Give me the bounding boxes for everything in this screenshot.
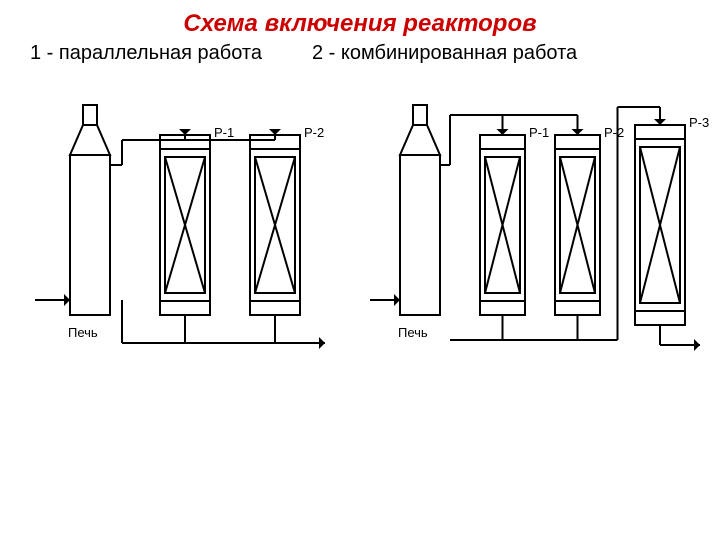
diagrams-area: Печь Р-1 Р-2 Печь Р-1 Р-2 Р-3 <box>0 65 720 505</box>
svg-text:Печь: Печь <box>68 325 98 340</box>
diagram-combined: Печь Р-1 Р-2 Р-3 <box>360 95 720 415</box>
page-title: Схема включения реакторов <box>0 10 720 38</box>
svg-text:Р-3: Р-3 <box>689 115 709 130</box>
subtitle-row: 1 - параллельная работа 2 - комбинирован… <box>0 42 720 65</box>
subtitle-right: 2 - комбинированная работа <box>312 42 577 65</box>
svg-text:Р-2: Р-2 <box>304 125 324 140</box>
svg-text:Р-1: Р-1 <box>214 125 234 140</box>
svg-text:Р-2: Р-2 <box>604 125 624 140</box>
subtitle-left: 1 - параллельная работа <box>30 42 262 65</box>
diagram-parallel: Печь Р-1 Р-2 <box>20 95 360 415</box>
svg-text:Р-1: Р-1 <box>529 125 549 140</box>
svg-text:Печь: Печь <box>398 325 428 340</box>
